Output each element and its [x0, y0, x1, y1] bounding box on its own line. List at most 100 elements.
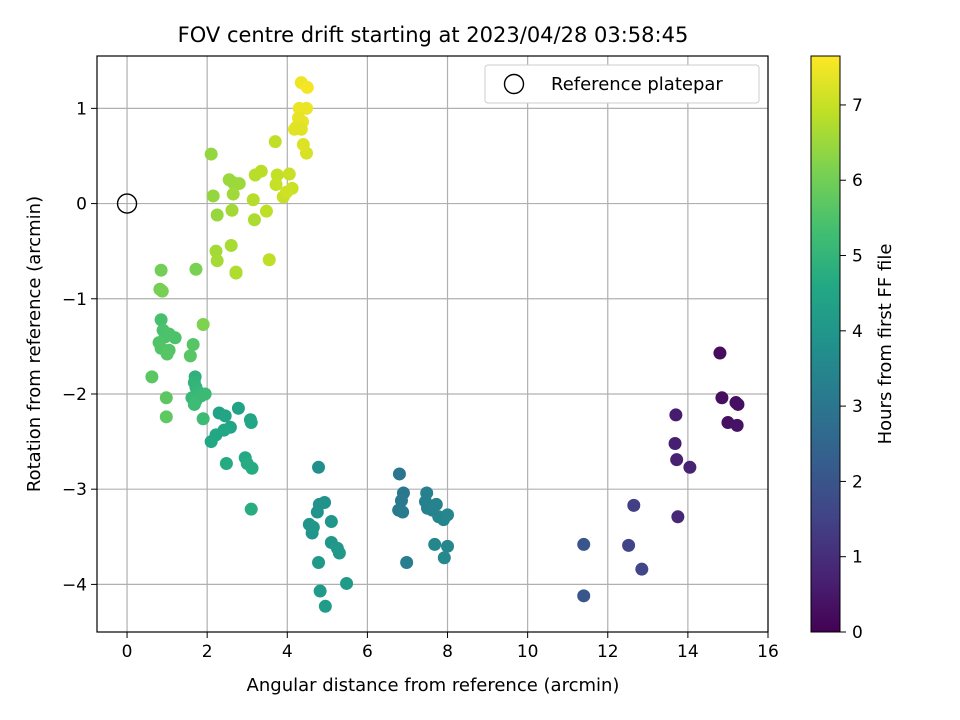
- grid-lines: [97, 56, 769, 632]
- data-point: [206, 189, 220, 203]
- legend: Reference platepar: [484, 64, 760, 104]
- data-point: [159, 391, 173, 405]
- data-point: [196, 412, 210, 426]
- colorbar-label: Hours from first FF file: [875, 244, 896, 445]
- colorbar-tick-label: 0: [852, 623, 863, 643]
- x-tick-label: 12: [597, 642, 619, 662]
- data-point: [189, 262, 203, 276]
- data-point: [715, 391, 729, 405]
- data-point: [332, 546, 346, 560]
- y-axis-label: Rotation from reference (arcmin): [24, 196, 45, 492]
- data-point: [218, 409, 232, 423]
- data-point: [217, 423, 231, 437]
- data-point: [396, 505, 410, 519]
- data-point: [204, 435, 218, 449]
- y-tick-label: −1: [62, 290, 87, 310]
- y-tick-label: −3: [62, 480, 87, 500]
- data-point: [312, 460, 326, 474]
- data-point: [300, 101, 314, 115]
- data-point: [268, 135, 282, 149]
- colorbar-tick-label: 6: [852, 171, 863, 191]
- data-point: [187, 397, 201, 411]
- x-axis-ticks: 0 2 4 6 8 10 12 14 16: [122, 632, 779, 662]
- colorbar-tick-label: 7: [852, 96, 863, 116]
- data-point: [437, 551, 451, 565]
- data-point: [154, 313, 168, 327]
- legend-label-reference: Reference platepar: [551, 74, 723, 95]
- y-tick-label: 0: [76, 195, 87, 215]
- data-point: [226, 187, 240, 201]
- data-point: [183, 349, 197, 363]
- colorbar-tick-label: 4: [852, 322, 863, 342]
- colorbar-tick-label: 5: [852, 247, 863, 267]
- data-point: [296, 138, 310, 152]
- data-point: [310, 505, 324, 519]
- colorbar-tick-label: 2: [852, 472, 863, 492]
- x-tick-label: 16: [757, 642, 779, 662]
- legend-marker-reference: [503, 73, 525, 95]
- x-tick-label: 6: [362, 642, 373, 662]
- data-point: [340, 576, 354, 590]
- data-point: [441, 508, 455, 522]
- y-tick-label: 1: [76, 99, 87, 119]
- data-point: [231, 401, 245, 415]
- data-point: [392, 467, 406, 481]
- data-point: [198, 387, 212, 401]
- colorbar-gradient: [810, 55, 841, 633]
- data-point: [627, 498, 641, 512]
- data-point: [247, 213, 261, 227]
- x-tick-label: 0: [122, 642, 133, 662]
- data-point: [441, 539, 455, 553]
- data-point: [168, 331, 182, 345]
- x-tick-label: 2: [202, 642, 213, 662]
- data-point: [300, 80, 314, 94]
- y-tick-label: −4: [62, 575, 87, 595]
- data-point: [669, 408, 683, 422]
- y-tick-label: −2: [62, 385, 87, 405]
- colorbar: 0 1 2 3 4 5 6 7 Hours from first FF file: [810, 55, 896, 643]
- data-point: [324, 515, 338, 529]
- data-point: [577, 589, 591, 603]
- data-point: [318, 496, 332, 510]
- data-point: [186, 337, 200, 351]
- data-point: [262, 253, 276, 267]
- data-point: [294, 122, 308, 136]
- x-tick-label: 10: [517, 642, 539, 662]
- data-point: [204, 147, 218, 161]
- data-point: [232, 177, 246, 191]
- data-point: [210, 208, 224, 222]
- colorbar-tick-label: 1: [852, 548, 863, 568]
- data-point: [145, 370, 159, 384]
- plot-frame: [96, 55, 769, 633]
- data-point: [713, 346, 727, 360]
- x-tick-label: 8: [442, 642, 453, 662]
- data-point: [428, 537, 442, 551]
- data-point: [270, 168, 284, 182]
- data-point: [246, 193, 260, 207]
- data-point: [244, 502, 258, 516]
- data-point: [635, 562, 649, 576]
- colorbar-tick-label: 3: [852, 397, 863, 417]
- data-point: [318, 599, 332, 613]
- data-point: [254, 164, 268, 178]
- data-point: [245, 461, 259, 475]
- data-point: [155, 284, 169, 298]
- data-point: [196, 317, 210, 331]
- data-point: [259, 204, 273, 218]
- data-point: [269, 178, 283, 192]
- data-point: [312, 555, 326, 569]
- reference-point-marker: [116, 193, 138, 214]
- data-point: [671, 510, 685, 524]
- data-point: [306, 520, 320, 534]
- data-point: [731, 397, 745, 411]
- legend-box: [484, 64, 760, 104]
- data-point: [670, 453, 684, 467]
- chart-title: FOV centre drift starting at 2023/04/28 …: [178, 23, 689, 47]
- data-point: [279, 185, 293, 199]
- data-point: [400, 555, 414, 569]
- data-point: [219, 456, 233, 470]
- x-tick-label: 4: [282, 642, 293, 662]
- data-point: [683, 460, 697, 474]
- data-point: [577, 537, 591, 551]
- data-point: [429, 497, 443, 511]
